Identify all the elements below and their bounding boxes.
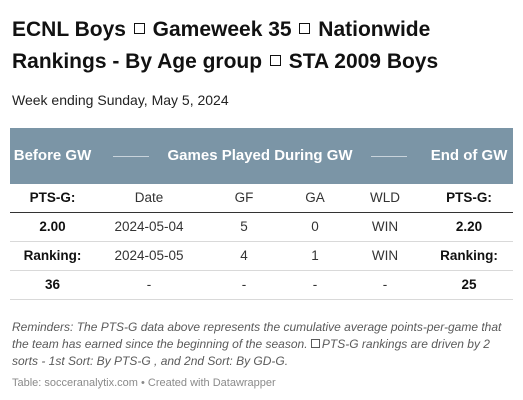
title-part-gameweek: Gameweek 35 <box>152 18 292 41</box>
table-cell: - <box>345 270 426 300</box>
title-part-scope: Nationwide Rankings - By Age group <box>12 18 431 73</box>
table-cell: 5 <box>203 212 285 242</box>
header-before-gw: Before GW <box>10 128 95 184</box>
table-cell: WIN <box>345 212 426 242</box>
table-cell: Ranking: <box>425 241 514 271</box>
table-cell: 36 <box>10 270 95 300</box>
table-cell: 2.20 <box>425 212 514 242</box>
table-cell: 4 <box>203 241 285 271</box>
header-games-label: Games Played During GW <box>167 147 353 164</box>
rankings-table: Before GW Games Played During GW End of … <box>10 128 514 300</box>
table-cell: WIN <box>345 241 426 271</box>
table-row: 36 - - - - 25 <box>10 270 514 300</box>
source-credit: Table: socceranalytix.com • Created with… <box>12 377 276 389</box>
table-cell: 2024-05-05 <box>95 241 203 271</box>
table-cell: 2024-05-04 <box>95 212 203 242</box>
box-separator-icon <box>310 339 320 348</box>
subheader-cell: GA <box>285 184 345 213</box>
subheader-cell: WLD <box>345 184 426 213</box>
table-cell: 25 <box>425 270 514 300</box>
table-cell: - <box>285 270 345 300</box>
table-cell: - <box>95 270 203 300</box>
header-rule-right <box>371 156 408 157</box>
table-row: 2.00 2024-05-04 5 0 WIN 2.20 <box>10 212 514 242</box>
footnote-part-1: Reminders: The PTS-G data above represen… <box>12 320 502 351</box>
header-games-played: Games Played During GW <box>95 128 426 184</box>
table-header-row: Before GW Games Played During GW End of … <box>10 128 514 184</box>
box-separator-icon <box>269 55 281 66</box>
box-separator-icon <box>133 23 145 34</box>
footnote-part-2: PTS-G rankings are driven by 2 sorts - 1… <box>12 337 490 368</box>
subheader-cell: PTS-G: <box>425 184 514 213</box>
header-rule-left <box>113 156 149 157</box>
table-cell: 0 <box>285 212 345 242</box>
subtitle: Week ending Sunday, May 5, 2024 <box>12 92 229 108</box>
subheader-cell: GF <box>203 184 285 213</box>
subheader-cell: Date <box>95 184 203 213</box>
subheader-cell: PTS-G: <box>10 184 95 213</box>
table-row: Ranking: 2024-05-05 4 1 WIN Ranking: <box>10 241 514 271</box>
footnote: Reminders: The PTS-G data above represen… <box>12 319 512 370</box>
table-subheader-row: PTS-G: Date GF GA WLD PTS-G: <box>10 184 514 213</box>
header-end-gw: End of GW <box>425 128 514 184</box>
table-cell: Ranking: <box>10 241 95 271</box>
table-cell: 1 <box>285 241 345 271</box>
header-end-label: End of GW <box>430 147 508 164</box>
title-part-league: ECNL Boys <box>12 18 126 41</box>
table-cell: 2.00 <box>10 212 95 242</box>
table-cell: - <box>203 270 285 300</box>
header-before-label: Before GW <box>13 147 92 164</box>
title-part-team: STA 2009 Boys <box>288 50 439 73</box>
page-title: ECNL Boys Gameweek 35 Nationwide Ranking… <box>12 14 512 78</box>
box-separator-icon <box>299 23 311 34</box>
